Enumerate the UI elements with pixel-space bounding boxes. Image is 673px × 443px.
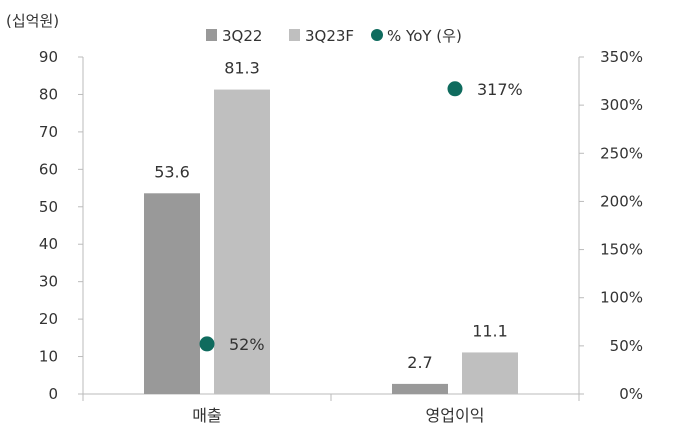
- legend-swatch-3q23f: [289, 29, 300, 41]
- bar-3q22-1: [392, 383, 448, 394]
- bar-value-label: 2.7: [407, 353, 432, 372]
- legend-swatch-3q22: [206, 29, 217, 41]
- bar-3q22-0: [144, 193, 200, 394]
- left-tick-label: 90: [39, 48, 58, 66]
- yoy-value-label: 317%: [477, 80, 523, 99]
- right-tick-label: 200%: [600, 192, 643, 210]
- right-tick-label: 50%: [610, 337, 643, 355]
- bar-3q23f-1: [462, 352, 518, 394]
- left-tick-label: 10: [39, 348, 58, 366]
- yoy-points: 52% 317%: [199, 80, 523, 354]
- legend-marker-yoy: [371, 29, 383, 41]
- right-tick-label: 150%: [600, 241, 643, 259]
- legend-label: 3Q22: [222, 27, 262, 45]
- left-tick-label: 70: [39, 123, 58, 141]
- right-tick-labels: 0% 50% 100% 150% 200% 250% 300% 350%: [579, 48, 643, 403]
- category-label: 매출: [192, 406, 221, 425]
- right-tick-label: 300%: [600, 96, 643, 114]
- right-tick-label: 350%: [600, 48, 643, 66]
- right-tick-label: 0%: [619, 385, 643, 403]
- left-tick-label: 40: [39, 235, 58, 253]
- legend: 3Q22 3Q23F % YoY (우): [206, 27, 462, 45]
- left-tick-label: 80: [39, 85, 58, 103]
- unit-label: (십억원): [6, 12, 59, 30]
- left-tick-labels: 0 10 20 30 40 50 60 70 80 90: [39, 48, 83, 403]
- left-tick-label: 30: [39, 273, 58, 291]
- bar-3q23f-0: [214, 89, 270, 395]
- bar-value-label: 11.1: [472, 321, 508, 340]
- left-tick-label: 50: [39, 198, 58, 216]
- yoy-value-label: 52%: [229, 335, 265, 354]
- legend-label: 3Q23F: [305, 27, 354, 45]
- bars: 53.6 81.3 2.7 11.1: [144, 59, 518, 395]
- bar-value-label: 53.6: [154, 162, 190, 181]
- legend-label: % YoY (우): [387, 27, 462, 45]
- category-labels: 매출 영업이익: [192, 406, 484, 425]
- category-label: 영업이익: [426, 406, 485, 425]
- yoy-point-0: [199, 336, 215, 352]
- left-tick-label: 60: [39, 160, 58, 178]
- right-tick-label: 100%: [600, 289, 643, 307]
- bar-value-label: 81.3: [224, 59, 260, 78]
- yoy-point-1: [447, 81, 463, 97]
- right-tick-label: 250%: [600, 144, 643, 162]
- left-tick-label: 0: [48, 385, 58, 403]
- left-tick-label: 20: [39, 310, 58, 328]
